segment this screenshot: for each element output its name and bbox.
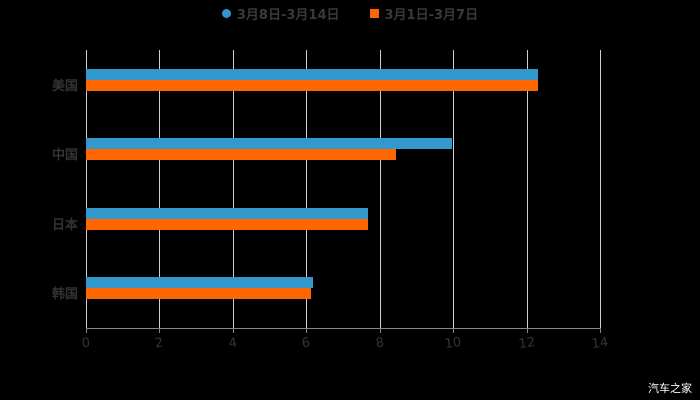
legend-label: 3月1日-3月7日 — [384, 8, 479, 23]
legend-label: 3月8日-3月14日 — [236, 8, 340, 23]
x-axis — [86, 328, 600, 329]
legend-item-week2[interactable]: 3月8日-3月14日 — [221, 4, 340, 23]
gridline — [600, 50, 601, 328]
axis-tick — [379, 328, 381, 333]
gridline — [306, 50, 308, 328]
category-label: 美国 — [51, 78, 78, 94]
gridline — [379, 50, 381, 328]
bar[interactable] — [86, 149, 396, 161]
watermark: 汽车之家 — [648, 382, 692, 395]
x-tick-label: 4 — [227, 335, 238, 352]
legend-circle-icon — [221, 9, 231, 18]
bar[interactable] — [86, 68, 538, 80]
axis-tick — [526, 328, 528, 333]
legend-item-week1[interactable]: 3月1日-3月7日 — [369, 4, 479, 23]
gridline — [453, 50, 455, 328]
gridline — [86, 50, 87, 328]
x-tick-label: 14 — [590, 334, 610, 353]
category-label: 日本 — [51, 217, 78, 233]
gridline — [526, 50, 528, 328]
axis-tick — [306, 328, 308, 333]
axis-tick — [159, 328, 161, 333]
legend: 3月8日-3月14日 3月1日-3月7日 — [0, 4, 700, 23]
gridline — [159, 50, 161, 328]
bar[interactable] — [86, 277, 313, 289]
axis-tick — [86, 328, 87, 333]
category-label: 韩国 — [51, 287, 78, 303]
x-tick-label: 0 — [80, 335, 92, 352]
bar[interactable] — [86, 288, 311, 300]
gridline — [232, 50, 234, 328]
axis-tick — [453, 328, 455, 333]
bar[interactable] — [86, 218, 368, 230]
bar[interactable] — [86, 207, 368, 219]
axis-tick — [232, 328, 234, 333]
legend-square-icon — [369, 9, 379, 18]
x-tick-label: 8 — [374, 335, 385, 352]
category-label: 中国 — [51, 148, 78, 164]
x-tick-label: 6 — [301, 335, 312, 352]
axis-tick — [600, 328, 601, 333]
x-tick-label: 12 — [517, 334, 536, 353]
x-tick-label: 10 — [443, 334, 463, 353]
x-tick-label: 2 — [154, 335, 165, 352]
bar[interactable] — [86, 138, 452, 150]
bar[interactable] — [86, 79, 538, 91]
